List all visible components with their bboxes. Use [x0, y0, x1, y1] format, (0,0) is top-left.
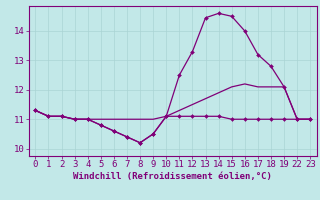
X-axis label: Windchill (Refroidissement éolien,°C): Windchill (Refroidissement éolien,°C) [73, 172, 272, 181]
